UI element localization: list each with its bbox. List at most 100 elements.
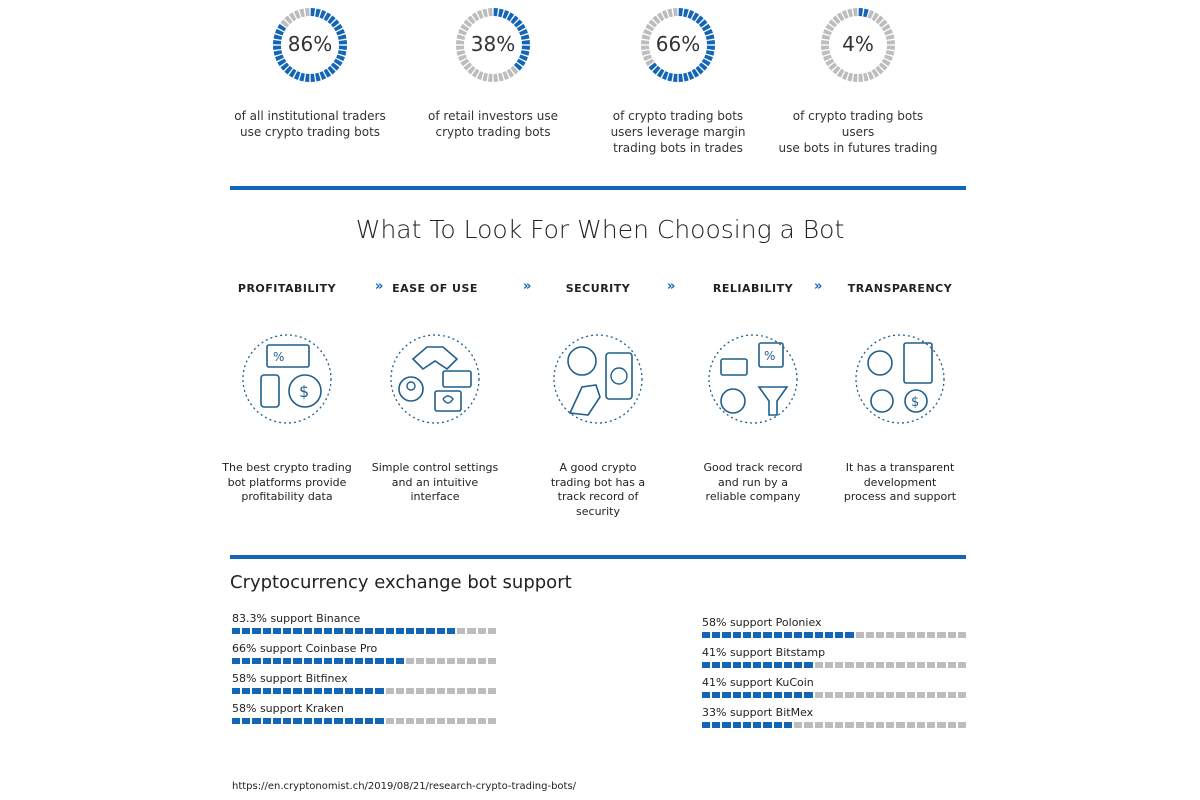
donut-segment-empty (471, 12, 480, 22)
bar-segment-filled (732, 722, 741, 728)
bar-segment-empty (947, 722, 956, 728)
svg-text:$: $ (911, 395, 919, 410)
bar-segment-empty (865, 662, 874, 668)
exchange-bar-label: 33% support BitMex (702, 706, 814, 719)
bar-segment-filled (252, 658, 261, 664)
bar-segment-empty (487, 628, 497, 634)
donut-segment-filled (516, 58, 526, 67)
segmented-progress (702, 662, 967, 668)
bar-segment-empty (875, 722, 885, 728)
bar-segment-filled (742, 632, 752, 638)
donut-segment-empty (645, 23, 655, 32)
segmented-progress (702, 692, 967, 698)
bar-segment-filled (395, 658, 404, 664)
chevron-right-icon: » (814, 279, 823, 294)
bar-segment-empty (405, 688, 415, 694)
donut-segment-empty (641, 34, 651, 40)
donut-segment-empty (878, 62, 888, 71)
bar-segment-filled (272, 658, 282, 664)
bar-segment-filled (845, 632, 854, 638)
bar-segment-filled (272, 688, 282, 694)
exchange-bar: 41% support Bitstamp (702, 646, 967, 668)
bar-segment-filled (283, 658, 292, 664)
bar-segment-filled (324, 688, 333, 694)
bar-segment-empty (835, 692, 844, 698)
donut-segment-empty (667, 8, 673, 18)
donut-segment-empty (463, 62, 473, 71)
donut-segment-filled (513, 19, 523, 28)
bar-segment-empty (457, 628, 466, 634)
source-link[interactable]: https://en.cryptonomist.ch/2019/08/21/re… (232, 781, 577, 792)
stat-margin: 66% of crypto trading bots users leverage… (588, 6, 768, 156)
bar-segment-filled (763, 722, 772, 728)
bar-segment-filled (242, 628, 251, 634)
bar-segment-empty (845, 662, 854, 668)
donut-segment-filled (333, 23, 343, 32)
donut-segment-filled (648, 62, 658, 71)
bar-segment-empty (855, 632, 864, 638)
bar-segment-empty (957, 632, 967, 638)
donut-segment-filled (863, 8, 869, 18)
bar-segment-empty (906, 722, 915, 728)
criteria-ease-of-use: EASE OF USE Simple control settings and a… (365, 282, 505, 505)
bar-segment-filled (375, 718, 384, 724)
bar-segment-filled (354, 718, 364, 724)
donut-segment-empty (884, 54, 893, 62)
donut-segment-filled (687, 71, 695, 80)
bar-segment-filled (324, 718, 333, 724)
donut-segment-empty (863, 72, 869, 82)
donut-segment-filled (319, 10, 327, 19)
bar-segment-empty (916, 692, 926, 698)
bar-segment-filled (794, 692, 803, 698)
bar-segment-empty (855, 722, 864, 728)
bar-segment-empty (477, 718, 486, 724)
bar-segment-empty (436, 718, 445, 724)
bar-segment-filled (313, 718, 323, 724)
bar-segment-filled (722, 722, 731, 728)
bar-segment-empty (957, 662, 967, 668)
donut-segment-filled (683, 8, 689, 18)
donut-segment-filled (661, 71, 669, 80)
donut-segment-filled (299, 72, 305, 82)
bar-segment-empty (814, 662, 823, 668)
profitability-icon: % $ (242, 334, 332, 424)
bar-segment-filled (313, 658, 323, 664)
bar-segment-empty (937, 632, 946, 638)
stat-caption: of crypto trading bots users leverage mar… (610, 109, 746, 155)
bar-segment-empty (385, 718, 394, 724)
donut-segment-empty (825, 23, 835, 32)
bar-segment-filled (344, 688, 353, 694)
bar-segment-filled (303, 628, 312, 634)
bar-segment-filled (262, 718, 271, 724)
donut-segment-filled (520, 34, 530, 40)
donut-segment-empty (821, 50, 831, 56)
bar-segment-filled (313, 688, 323, 694)
bar-segment-filled (773, 662, 782, 668)
bar-segment-filled (753, 662, 762, 668)
bar-segment-empty (947, 632, 956, 638)
bar-segment-empty (896, 722, 905, 728)
donut-segment-empty (836, 12, 845, 22)
bar-segment-filled (232, 688, 241, 694)
bar-segment-empty (794, 722, 803, 728)
stat-percent: 66% (655, 32, 701, 56)
bar-segment-filled (365, 718, 374, 724)
exchange-bar: 66% support Coinbase Pro (232, 642, 497, 664)
bar-segment-filled (334, 628, 343, 634)
donut-segment-empty (482, 72, 488, 82)
criteria-reliability: RELIABILITY % Good track record and run b… (683, 282, 823, 505)
donut-segment-filled (277, 58, 287, 67)
bar-segment-filled (334, 688, 343, 694)
section-title: What To Look For When Choosing a Bot (355, 215, 845, 244)
bar-segment-filled (742, 692, 752, 698)
stat-institutional: 86% of all institutional traders use cryp… (220, 6, 400, 140)
exchange-bar-label: 58% support Kraken (232, 702, 344, 715)
transparency-icon: $ (855, 334, 945, 424)
bar-segment-filled (794, 662, 803, 668)
segmented-progress (232, 628, 497, 634)
donut-segment-filled (691, 12, 700, 22)
bar-segment-empty (875, 662, 885, 668)
bar-segment-filled (283, 628, 292, 634)
donut-segment-filled (516, 23, 526, 32)
